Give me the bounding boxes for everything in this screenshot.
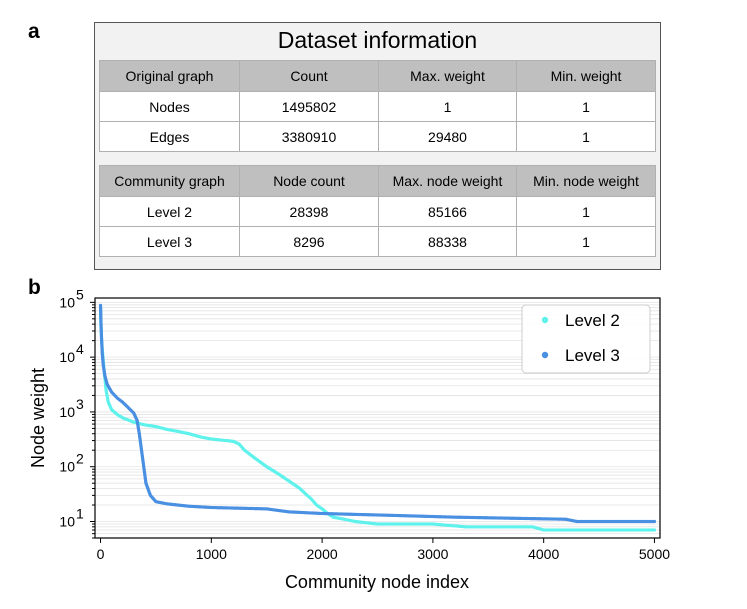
y-tick-label: 10	[59, 404, 75, 420]
header-cell: Community graph	[99, 165, 240, 197]
legend-label-level-2: Level 2	[565, 311, 620, 330]
table-cell: 29480	[378, 121, 517, 152]
header-cell: Min. node weight	[516, 165, 656, 197]
grid-layer	[95, 301, 660, 539]
table-cell: 1	[516, 121, 656, 152]
header-cell: Count	[239, 60, 379, 92]
y-axis-label: Node weight	[28, 368, 48, 468]
table-header-row: Community graph Node count Max. node wei…	[99, 165, 656, 197]
table-row: Level 2 28398 85166 1	[99, 196, 656, 227]
table-cell: 88338	[378, 226, 517, 257]
table-cell: 28398	[239, 196, 379, 227]
plot-frame	[94, 297, 661, 539]
table-cell: Level 3	[99, 226, 240, 257]
series-level-3	[98, 303, 657, 524]
dataset-info-panel: Dataset information Original graph Count…	[94, 22, 661, 270]
x-tick-label: 3000	[417, 546, 448, 562]
header-cell: Min. weight	[516, 60, 656, 92]
table-cell: 8296	[239, 226, 379, 257]
table-row: Nodes 1495802 1 1	[99, 91, 656, 122]
y-tick-exponent: 3	[76, 396, 84, 412]
table-cell: 1495802	[239, 91, 379, 122]
table-cell: 1	[516, 226, 656, 257]
table-cell: Edges	[99, 121, 240, 152]
y-tick-exponent: 4	[76, 341, 84, 357]
x-tick-label: 1000	[196, 546, 227, 562]
panel-label-a: a	[28, 20, 40, 43]
table-row: Level 3 8296 88338 1	[99, 226, 656, 257]
y-tick-exponent: 1	[76, 506, 84, 522]
community-graph-table: Community graph Node count Max. node wei…	[99, 165, 656, 257]
table-title: Dataset information	[277, 27, 478, 53]
x-tick-label: 4000	[528, 546, 559, 562]
legend: Level 2 Level 3	[521, 304, 651, 374]
y-tick-label: 10	[59, 459, 75, 475]
legend-marker-level-2	[541, 316, 549, 324]
x-axis-label: Community node index	[285, 572, 469, 592]
table-cell: 1	[516, 91, 656, 122]
table-cell: Level 2	[99, 196, 240, 227]
header-cell: Max. weight	[378, 60, 517, 92]
data-point	[652, 519, 657, 524]
table-cell: 1	[378, 91, 517, 122]
y-tick-label: 10	[59, 514, 75, 530]
y-tick-exponent: 5	[76, 286, 84, 302]
legend-label-level-3: Level 3	[565, 346, 620, 365]
x-tick-label: 0	[97, 546, 105, 562]
y-tick-label: 10	[59, 294, 75, 310]
y-tick-exponent: 2	[76, 451, 84, 467]
series-layer	[98, 303, 657, 532]
header-cell: Node count	[239, 165, 379, 197]
table-row: Edges 3380910 29480 1	[99, 121, 656, 152]
table-cell: Nodes	[99, 91, 240, 122]
original-graph-table: Original graph Count Max. weight Min. we…	[99, 60, 656, 152]
y-tick-label: 10	[59, 349, 75, 365]
table-header-row: Original graph Count Max. weight Min. we…	[99, 60, 656, 92]
legend-box	[521, 304, 651, 374]
panel-label-b: b	[28, 276, 41, 299]
x-tick-label: 5000	[639, 546, 670, 562]
header-cell: Max. node weight	[378, 165, 517, 197]
table-cell: 3380910	[239, 121, 379, 152]
x-tick-label: 2000	[307, 546, 338, 562]
legend-marker-level-3	[541, 351, 549, 359]
data-point	[652, 528, 657, 532]
header-cell: Original graph	[99, 60, 240, 92]
